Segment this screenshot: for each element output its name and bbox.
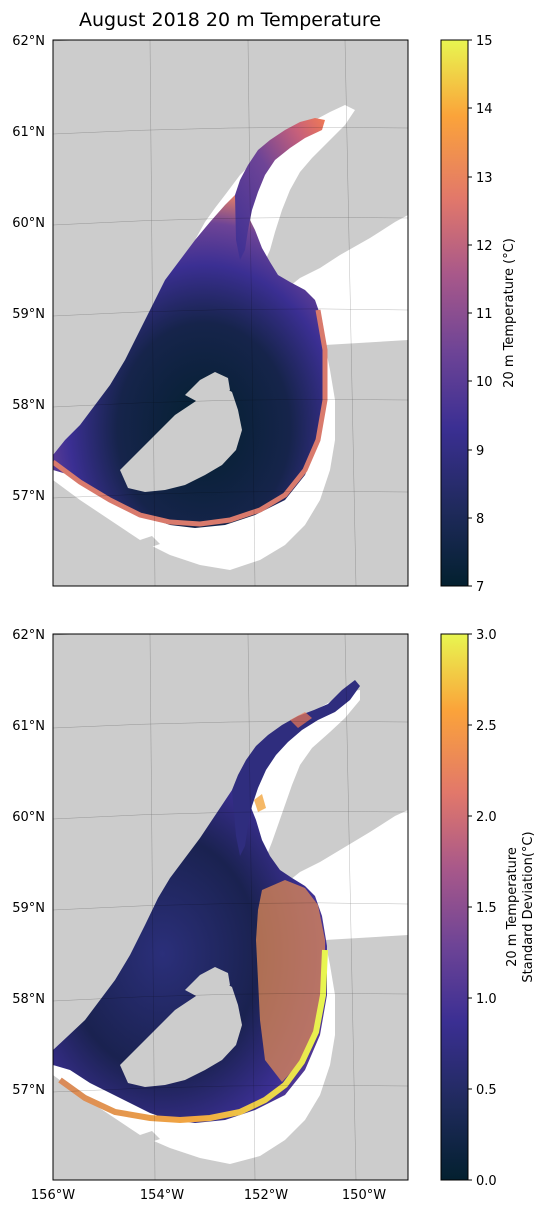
land-mass: [53, 40, 408, 455]
svg-text:12: 12: [476, 239, 493, 254]
svg-text:2.5: 2.5: [476, 719, 497, 734]
svg-text:60°N: 60°N: [12, 810, 45, 825]
graticule: [53, 40, 408, 586]
lon-labels: 156°W 154°W 152°W 150°W: [31, 1188, 386, 1203]
svg-text:59°N: 59°N: [12, 307, 45, 322]
ocean-data-field: [53, 785, 327, 1123]
map-frame-top: [52, 39, 409, 587]
colorbar-label-bottom-line1: 20 m Temperature: [505, 847, 520, 967]
svg-text:14: 14: [476, 102, 493, 117]
cook-inlet-data: [235, 118, 325, 260]
svg-text:10: 10: [476, 375, 493, 390]
svg-text:59°N: 59°N: [12, 901, 45, 916]
colorbar-bottom: 3.0 2.5 2.0 1.5 1.0 0.5 0.0 20 m Tempera…: [440, 628, 536, 1189]
svg-text:61°N: 61°N: [12, 719, 45, 734]
svg-text:60°N: 60°N: [12, 216, 45, 231]
lat-labels-top: 62°N 61°N 60°N 59°N 58°N 57°N: [12, 34, 45, 504]
svg-text:13: 13: [476, 171, 493, 186]
svg-text:0.0: 0.0: [476, 1174, 497, 1189]
kodiak-island: [120, 980, 242, 1087]
afognak-island: [185, 967, 230, 997]
ocean-data-field: [53, 195, 327, 528]
svg-text:2.0: 2.0: [476, 810, 497, 825]
high-variance-region: [256, 880, 325, 1082]
svg-text:58°N: 58°N: [12, 398, 45, 413]
svg-text:61°N: 61°N: [12, 125, 45, 140]
lat-labels-bottom: 62°N 61°N 60°N 59°N 58°N 57°N: [12, 628, 45, 1098]
cook-inlet-data: [232, 680, 360, 856]
svg-text:57°N: 57°N: [12, 489, 45, 504]
kodiak-island: [120, 385, 242, 492]
svg-text:7: 7: [476, 580, 484, 595]
svg-text:15: 15: [476, 34, 493, 49]
svg-text:62°N: 62°N: [12, 628, 45, 643]
svg-text:9: 9: [476, 444, 484, 459]
svg-text:3.0: 3.0: [476, 628, 497, 643]
svg-text:156°W: 156°W: [31, 1188, 75, 1203]
svg-text:150°W: 150°W: [342, 1188, 386, 1203]
afognak-island: [185, 372, 230, 402]
map-panel-stddev: [53, 634, 408, 1180]
svg-text:1.5: 1.5: [476, 901, 497, 916]
svg-text:1.0: 1.0: [476, 992, 497, 1007]
colorbar-top: 15 14 13 12 11 10 9 8 7 20 m Temperature…: [440, 34, 517, 595]
land-mass: [53, 634, 408, 1050]
land-peninsula: [53, 935, 408, 1180]
svg-text:11: 11: [476, 307, 493, 322]
svg-text:154°W: 154°W: [140, 1188, 184, 1203]
figure-title: August 2018 20 m Temperature: [79, 9, 381, 31]
svg-text:0.5: 0.5: [476, 1083, 497, 1098]
svg-text:152°W: 152°W: [244, 1188, 288, 1203]
svg-text:8: 8: [476, 512, 484, 527]
arc-edge: [58, 949, 328, 1124]
svg-text:62°N: 62°N: [12, 34, 45, 49]
map-panel-temperature: [53, 40, 408, 586]
arc-edge: [53, 309, 328, 527]
svg-text:57°N: 57°N: [12, 1083, 45, 1098]
svg-text:58°N: 58°N: [12, 992, 45, 1007]
colorbar-label-bottom-line2: Standard Deviation(°C): [521, 831, 536, 982]
graticule: [53, 634, 408, 1180]
land-peninsula: [53, 340, 408, 586]
colorbar-label-top: 20 m Temperature (°C): [502, 238, 517, 388]
map-frame-bottom: [52, 633, 409, 1181]
